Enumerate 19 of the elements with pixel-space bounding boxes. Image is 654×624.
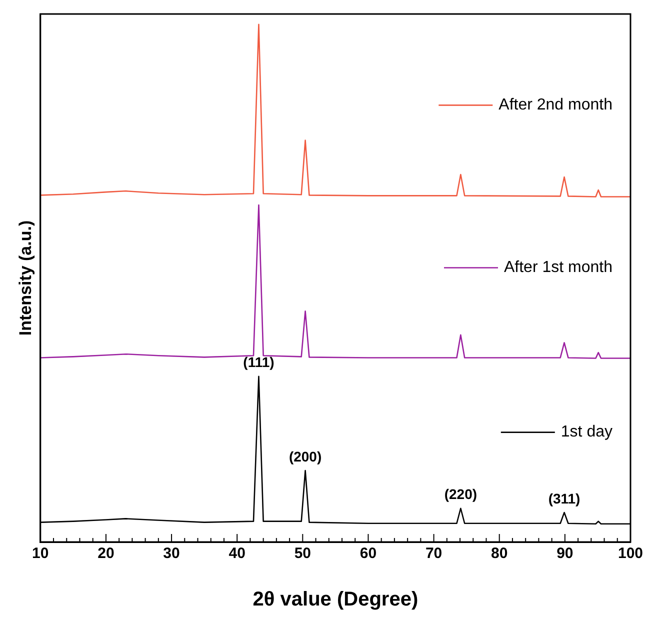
annotation: (111) (243, 354, 274, 370)
x-tick-label: 20 (98, 545, 114, 562)
x-tick-label: 50 (294, 545, 312, 562)
legend-label: After 1st month (504, 259, 612, 276)
x-tick-label: 80 (491, 545, 508, 562)
legend-label: After 2nd month (498, 96, 612, 114)
x-tick-label: 70 (425, 545, 442, 562)
x-tick-label: 30 (163, 545, 180, 562)
x-tick-label: 60 (360, 545, 377, 562)
x-tick-label: 10 (32, 545, 49, 562)
x-tick-label: 100 (618, 545, 643, 562)
y-axis-title: Intensity (a.u.) (16, 220, 35, 336)
x-tick-label: 40 (228, 545, 246, 562)
x-axis-title: 2θ value (Degree) (252, 588, 418, 611)
annotation: (311) (548, 490, 580, 506)
annotation: (220) (444, 486, 478, 502)
annotation: (200) (288, 448, 322, 464)
legend-label: 1st day (560, 424, 612, 441)
x-tick-label: 90 (556, 545, 574, 562)
